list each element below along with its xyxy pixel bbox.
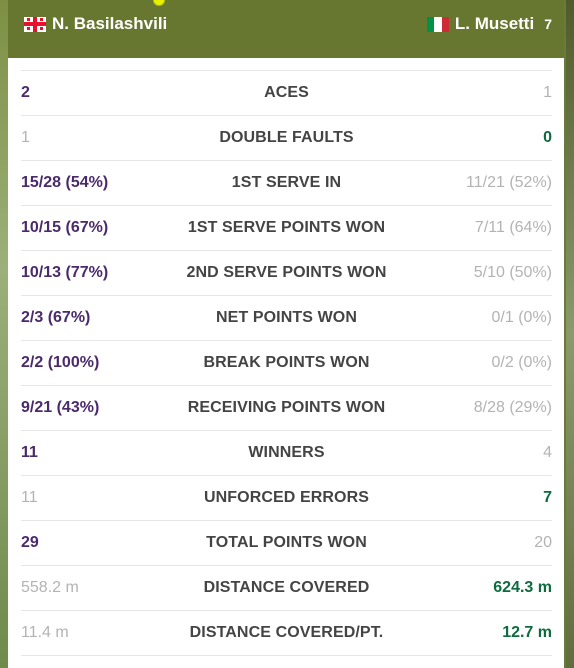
player1-header: N. Basilashvili: [24, 14, 167, 34]
background-right-edge: [566, 0, 574, 668]
player1-name: N. Basilashvili: [52, 14, 168, 33]
player1-stat-value: 2/2 (100%): [21, 354, 100, 371]
tennis-ball-icon: [153, 0, 165, 6]
stat-label: DOUBLE FAULTS: [219, 129, 354, 146]
stat-label: 2ND SERVE POINTS WON: [186, 264, 387, 281]
stat-label: WINNERS: [248, 444, 325, 461]
italy-flag-icon: [426, 16, 449, 32]
stat-label: NET POINTS WON: [216, 309, 357, 326]
player2-stat-value: 11/21 (52%): [466, 174, 552, 191]
stat-row: 11 UNFORCED ERRORS 7: [21, 475, 552, 520]
player1-stat-value: 29: [21, 534, 39, 551]
player2-stat-value: 624.3 m: [493, 579, 552, 596]
player1-stat-value: 2: [21, 84, 30, 101]
player1-stat-value: 10/13 (77%): [21, 264, 109, 281]
player2-stat-value: 8/28 (29%): [473, 399, 552, 416]
stat-row: 11 WINNERS 4: [21, 430, 552, 475]
player2-stat-value: 0/1 (0%): [491, 309, 552, 326]
player2-header: L. Musetti 7: [426, 14, 552, 34]
stat-row: 558.2 m DISTANCE COVERED 624.3 m: [21, 565, 552, 610]
stat-label: 1ST SERVE POINTS WON: [187, 219, 386, 236]
stat-row: 2 ACES 1: [21, 70, 552, 115]
player2-seed: 7: [544, 16, 552, 32]
stat-label: ACES: [264, 84, 309, 101]
player2-stat-value: 7: [543, 489, 552, 506]
player1-stat-value: 11: [21, 444, 38, 461]
stat-label: 1ST SERVE IN: [231, 174, 342, 191]
player1-stat-value: 2/3 (67%): [21, 309, 91, 326]
player1-stat-value: 558.2 m: [21, 579, 79, 596]
stat-row: 15/28 (54%) 1ST SERVE IN 11/21 (52%): [21, 160, 552, 205]
player1-stat-value: 11.4 m: [21, 624, 69, 641]
stat-row: 29 TOTAL POINTS WON 20: [21, 520, 552, 565]
stat-label: RECEIVING POINTS WON: [187, 399, 386, 416]
divider: [21, 655, 552, 656]
stat-row: 10/13 (77%) 2ND SERVE POINTS WON 5/10 (50%…: [21, 250, 552, 295]
stat-label: DISTANCE COVERED: [203, 579, 370, 596]
stat-row: 2/3 (67%) NET POINTS WON 0/1 (0%): [21, 295, 552, 340]
player2-stat-value: 1: [543, 84, 552, 101]
stats-panel: 2 ACES 1 1 DOUBLE FAULTS 0 15/28 (54%) 1ST SERV…: [8, 58, 564, 668]
player2-stat-value: 5/10 (50%): [473, 264, 552, 281]
stat-row: 11.4 m DISTANCE COVERED/PT. 12.7 m: [21, 610, 552, 655]
player2-stat-value: 7/11 (64%): [474, 219, 552, 236]
stat-row: 10/15 (67%) 1ST SERVE POINTS WON 7/11 (64%…: [21, 205, 552, 250]
player1-stat-value: 1: [21, 129, 30, 146]
player2-stat-value: 0: [543, 129, 552, 146]
player2-stat-value: 0/2 (0%): [491, 354, 552, 371]
player1-stat-value: 9/21 (43%): [21, 399, 100, 416]
player2-stat-value: 20: [534, 534, 552, 551]
stat-label: UNFORCED ERRORS: [203, 489, 370, 506]
stat-row: 9/21 (43%) RECEIVING POINTS WON 8/28 (29%): [21, 385, 552, 430]
player1-stat-value: 10/15 (67%): [21, 219, 109, 236]
player1-stat-value: 15/28 (54%): [21, 174, 109, 191]
player2-stat-value: 4: [543, 444, 552, 461]
player2-name: L. Musetti: [454, 14, 535, 33]
stat-label: BREAK POINTS WON: [203, 354, 370, 371]
player1-stat-value: 11: [21, 489, 38, 506]
stat-label: DISTANCE COVERED/PT.: [189, 624, 384, 641]
background-left-edge: [0, 0, 8, 668]
stat-row: 2/2 (100%) BREAK POINTS WON 0/2 (0%): [21, 340, 552, 385]
stat-label: TOTAL POINTS WON: [206, 534, 367, 551]
stats-table: 2 ACES 1 1 DOUBLE FAULTS 0 15/28 (54%) 1ST SERV…: [21, 70, 552, 655]
player2-stat-value: 12.7 m: [502, 624, 552, 641]
stat-row: 1 DOUBLE FAULTS 0: [21, 115, 552, 160]
match-header: N. Basilashvili L. Musetti 7: [8, 0, 564, 58]
georgia-flag-icon: [24, 16, 46, 32]
